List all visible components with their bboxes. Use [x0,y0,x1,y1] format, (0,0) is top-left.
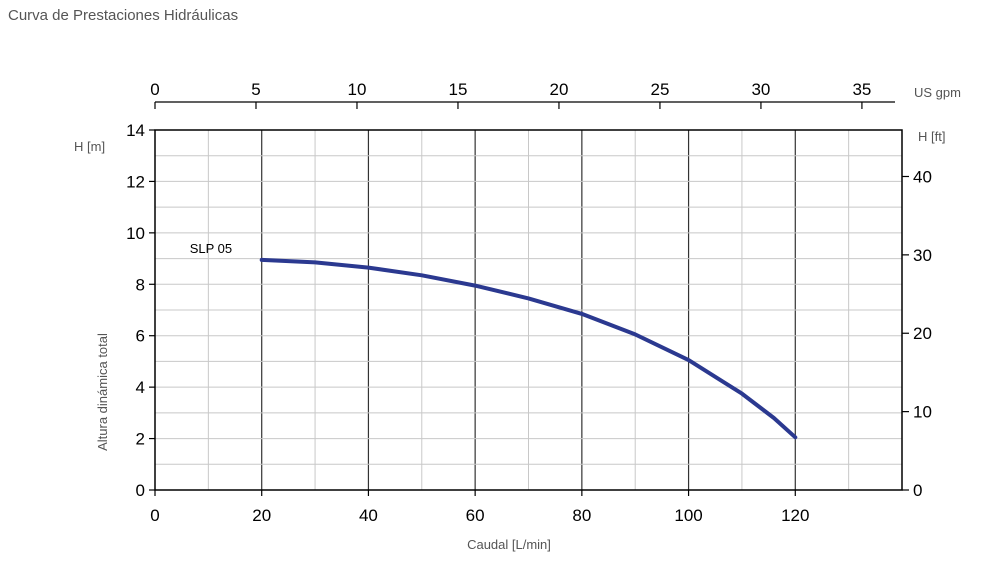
top-tick-label: 10 [348,80,367,99]
right-tick-label: 10 [913,403,932,422]
y-tick-label: 12 [126,172,145,191]
x-axis-label: Caudal [L/min] [467,537,551,552]
right-tick-label: 0 [913,481,922,500]
top-tick-label: 0 [150,80,159,99]
y-axis-label: Altura dinámica total [95,333,110,451]
y-tick-label: 10 [126,224,145,243]
x-tick-label: 0 [150,506,159,525]
x-tick-label: 100 [674,506,702,525]
left-axis-unit: H [m] [74,139,105,154]
series: SLP 05 [190,241,798,440]
plot-frame [154,129,903,491]
x-tick-label: 120 [781,506,809,525]
grid [155,130,902,490]
top-tick-label: 35 [852,80,871,99]
series-line [259,257,798,440]
top-tick-label: 25 [650,80,669,99]
right-tick-label: 40 [913,167,932,186]
page-title: Curva de Prestaciones Hidráulicas [8,7,239,24]
right-tick-label: 30 [913,246,932,265]
x-tick-label: 40 [359,506,378,525]
right-axis-unit: H [ft] [918,129,945,144]
y-tick-label: 2 [136,430,145,449]
y-tick-label: 8 [136,275,145,294]
y-tick-label: 0 [136,481,145,500]
top-tick-label: 20 [549,80,568,99]
top-tick-label: 15 [449,80,468,99]
top-tick-label: 30 [751,80,770,99]
x-tick-label: 20 [252,506,271,525]
y-tick-label: 6 [136,327,145,346]
series-label: SLP 05 [190,241,232,256]
y-tick-label: 14 [126,121,145,140]
y-tick-label: 4 [136,378,145,397]
top-tick-label: 5 [251,80,260,99]
x-tick-label: 80 [572,506,591,525]
x-tick-label: 60 [466,506,485,525]
top-axis-unit: US gpm [914,85,961,100]
right-tick-label: 20 [913,324,932,343]
